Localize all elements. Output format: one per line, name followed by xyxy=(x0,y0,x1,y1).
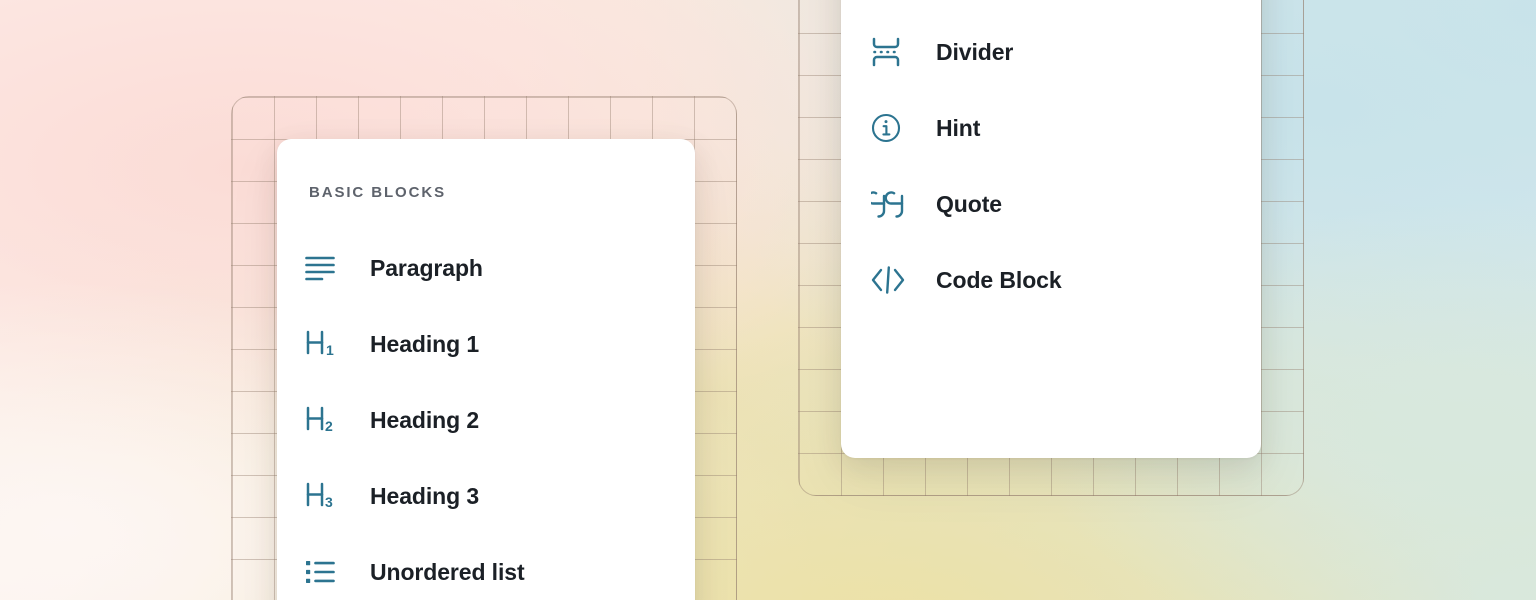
divider-icon xyxy=(871,35,915,69)
menu-item-label: Heading 2 xyxy=(370,406,480,433)
code-block-icon xyxy=(871,263,915,297)
svg-text:2: 2 xyxy=(325,418,333,434)
menu-item-label: Unordered list xyxy=(370,558,525,585)
block-menu-list-right: 1 2 Ordered list xyxy=(841,0,1261,318)
menu-item-label: Paragraph xyxy=(370,254,483,281)
heading-1-icon: 1 xyxy=(305,327,349,361)
menu-item-label: Code Block xyxy=(936,266,1062,293)
section-label-basic-blocks: BASIC BLOCKS xyxy=(309,184,446,201)
menu-item-divider[interactable]: Divider xyxy=(841,14,1261,90)
menu-item-label: Hint xyxy=(936,114,981,141)
menu-item-label: Divider xyxy=(936,38,1014,65)
menu-item-label: Heading 3 xyxy=(370,482,480,509)
menu-item-heading-1[interactable]: 1 Heading 1 xyxy=(277,306,695,382)
menu-item-label: Heading 1 xyxy=(370,330,480,357)
menu-item-quote[interactable]: Quote xyxy=(841,166,1261,242)
menu-item-task-list[interactable]: Task list xyxy=(841,0,1261,14)
menu-item-unordered-list[interactable]: Unordered list xyxy=(277,534,695,600)
menu-item-paragraph[interactable]: Paragraph xyxy=(277,230,695,306)
menu-item-heading-3[interactable]: 3 Heading 3 xyxy=(277,458,695,534)
hint-icon xyxy=(871,111,915,145)
menu-item-hint[interactable]: Hint xyxy=(841,90,1261,166)
heading-3-icon: 3 xyxy=(305,479,349,513)
menu-item-heading-2[interactable]: 2 Heading 2 xyxy=(277,382,695,458)
menu-item-label: Quote xyxy=(936,190,1002,217)
paragraph-icon xyxy=(305,251,349,285)
block-menu-card-right: 1 2 Ordered list xyxy=(841,0,1261,458)
quote-icon xyxy=(871,187,915,221)
svg-text:1: 1 xyxy=(326,342,334,358)
svg-text:3: 3 xyxy=(325,494,333,510)
block-menu-card-left: BASIC BLOCKS Paragraph xyxy=(277,139,695,600)
block-menu-list-left: Paragraph 1 Heading 1 xyxy=(277,230,695,600)
menu-item-code-block[interactable]: Code Block xyxy=(841,242,1261,318)
heading-2-icon: 2 xyxy=(305,403,349,437)
unordered-list-icon xyxy=(305,555,349,589)
